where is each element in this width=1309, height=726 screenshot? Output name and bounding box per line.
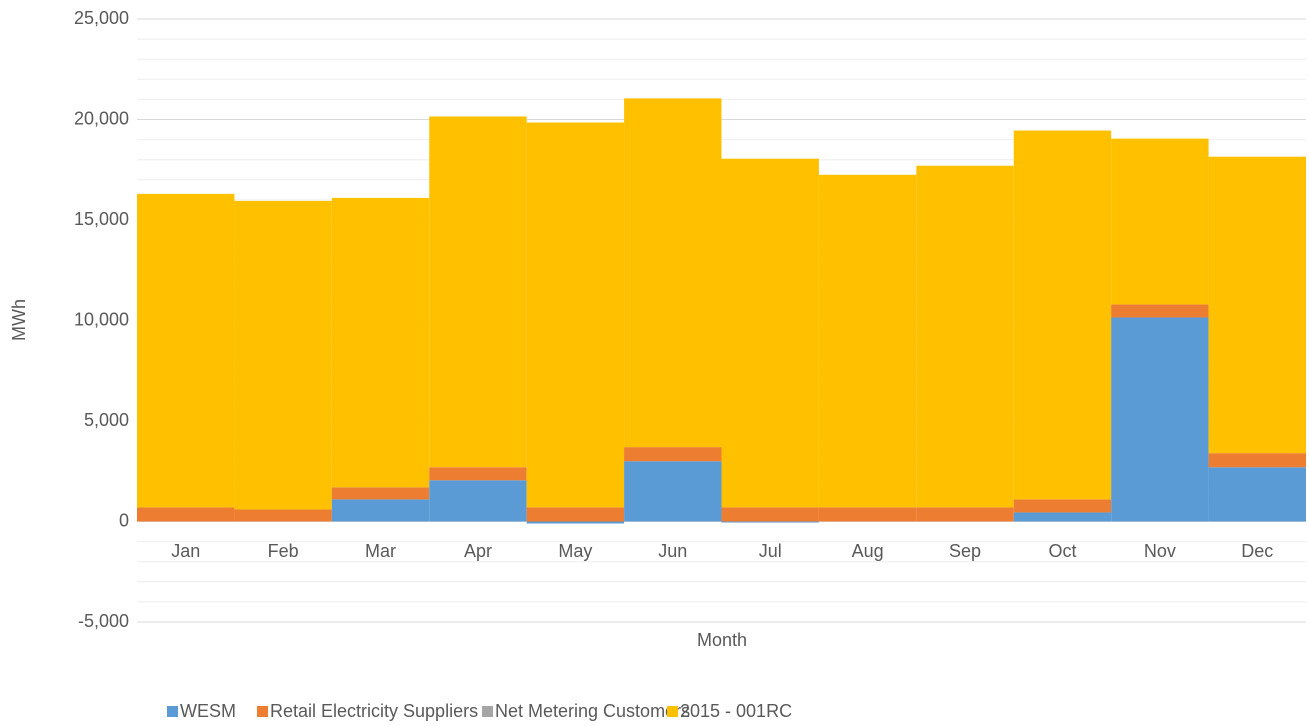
bar-segment <box>429 480 527 522</box>
y-tick-label: -5,000 <box>78 611 129 631</box>
bar-segment <box>1111 317 1209 522</box>
bar-segment <box>818 507 917 522</box>
y-tick-label: 0 <box>119 510 129 530</box>
legend-swatch <box>482 706 493 717</box>
x-tick-label: Feb <box>268 541 299 561</box>
bar-segment <box>526 507 625 522</box>
bar-segment <box>721 521 819 523</box>
x-tick-label: Jun <box>658 541 687 561</box>
x-tick-label: Aug <box>852 541 884 561</box>
y-tick-label: 15,000 <box>74 209 129 229</box>
bar-segment <box>1111 304 1209 318</box>
bar-segment <box>916 165 1014 508</box>
bar-segment <box>526 521 625 524</box>
legend-swatch <box>667 706 678 717</box>
bar-segment <box>818 174 917 508</box>
bar-segment <box>331 487 430 500</box>
bar-segment <box>624 461 722 522</box>
x-tick-label: Apr <box>464 541 492 561</box>
bar-segment <box>624 98 722 448</box>
bar-segment <box>624 447 722 462</box>
bar-segment <box>429 467 527 481</box>
bar-segment <box>721 507 819 522</box>
bar-segment <box>1208 156 1306 454</box>
x-tick-label: Dec <box>1241 541 1273 561</box>
bar-segment <box>137 193 235 508</box>
bar-segment <box>1013 512 1112 522</box>
bar-segment <box>429 116 527 468</box>
x-tick-label: Nov <box>1144 541 1176 561</box>
y-tick-label: 5,000 <box>84 410 129 430</box>
bar-segment <box>331 499 430 522</box>
y-axis-label: MWh <box>9 299 29 341</box>
legend-label: 2015 - 001RC <box>680 701 792 721</box>
x-axis-label: Month <box>697 630 747 650</box>
legend-label: WESM <box>180 701 236 721</box>
bar-segment <box>234 509 332 522</box>
legend-label: Retail Electricity Suppliers <box>270 701 478 721</box>
y-tick-label: 20,000 <box>74 108 129 128</box>
x-tick-label: Mar <box>365 541 396 561</box>
bar-segment <box>137 507 235 522</box>
legend-label: Net Metering Customers <box>495 701 690 721</box>
x-tick-label: May <box>558 541 592 561</box>
bar-segment <box>1013 499 1112 513</box>
bar-segment <box>234 200 332 510</box>
bar-segment <box>721 158 819 508</box>
bar-segment <box>1013 130 1112 500</box>
bar-segment <box>916 507 1014 522</box>
y-tick-label: 10,000 <box>74 309 129 329</box>
bar-segment <box>1208 467 1306 522</box>
bar-segment <box>331 197 430 488</box>
bar-segment <box>1208 453 1306 468</box>
x-tick-label: Jul <box>759 541 782 561</box>
legend-swatch <box>257 706 268 717</box>
x-tick-label: Jan <box>171 541 200 561</box>
x-tick-label: Oct <box>1048 541 1076 561</box>
bar-segment <box>526 122 625 508</box>
bar-segment <box>1111 138 1209 305</box>
legend-swatch <box>167 706 178 717</box>
x-tick-label: Sep <box>949 541 981 561</box>
y-tick-label: 25,000 <box>74 8 129 28</box>
